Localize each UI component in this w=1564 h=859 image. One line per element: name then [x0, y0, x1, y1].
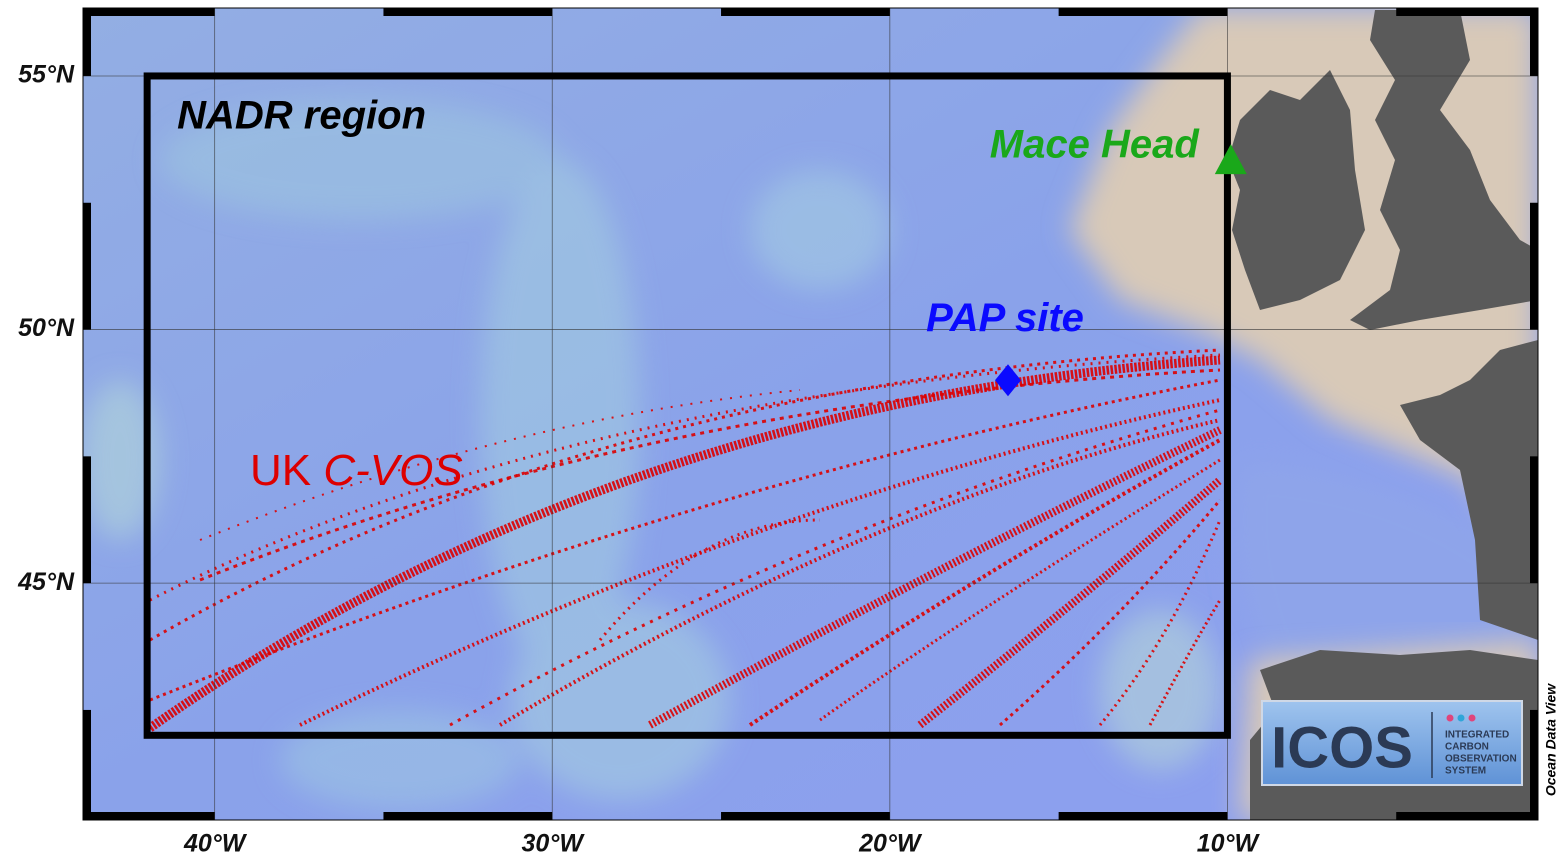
logo-line: INTEGRATED: [1445, 730, 1509, 741]
frame-bar: [1530, 8, 1538, 76]
frame-bar: [83, 8, 215, 16]
frame-bar: [1059, 812, 1228, 820]
lon-tick-label: 30°W: [522, 830, 586, 858]
frame-bar: [721, 8, 890, 16]
frame-bar: [1396, 8, 1538, 16]
lat-tick-label: 50°N: [18, 314, 75, 342]
frame-bar: [83, 812, 215, 820]
frame-bar: [1059, 8, 1228, 16]
tracks-label-italic: C-VOS: [323, 446, 462, 495]
lat-tick-label: 45°N: [17, 568, 75, 596]
frame-bar: [1530, 710, 1538, 820]
site-label: PAP site: [926, 296, 1084, 340]
frame-bar: [83, 8, 91, 76]
lon-tick-label: 40°W: [183, 830, 248, 858]
logo-dot: [1469, 715, 1476, 722]
credit: Ocean Data View: [1543, 683, 1559, 796]
logo-line: SYSTEM: [1445, 766, 1486, 777]
frame-bar: [83, 456, 91, 583]
frame-bar: [1530, 456, 1538, 583]
tracks-label: UK C-VOS: [250, 446, 463, 495]
logo-line: CARBON: [1445, 742, 1489, 753]
frame-bar: [383, 8, 552, 16]
frame-bar: [83, 710, 91, 820]
frame-bar: [721, 812, 890, 820]
lon-tick-label: 10°W: [1197, 830, 1261, 858]
frame-bar: [83, 203, 91, 330]
site-label: Mace Head: [990, 123, 1201, 167]
frame-bar: [383, 812, 552, 820]
logo-dot: [1447, 715, 1454, 722]
frame-bar: [1530, 203, 1538, 330]
region-label: NADR region: [177, 94, 426, 138]
logo-dot: [1458, 715, 1465, 722]
lat-tick-label: 55°N: [18, 61, 75, 89]
logo-name: ICOS: [1271, 715, 1413, 780]
lon-tick-label: 20°W: [858, 830, 923, 858]
logo-line: OBSERVATION: [1445, 754, 1517, 765]
map: 40°W 30°W 20°W 10°W 45°N 50°N 55°N NADR region M…: [0, 0, 1564, 859]
tracks-label-prefix: UK: [250, 446, 311, 495]
frame-bar: [1396, 812, 1538, 820]
